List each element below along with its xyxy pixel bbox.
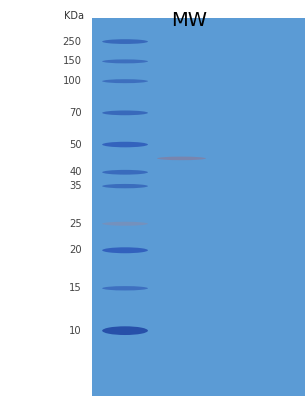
Text: 15: 15 [69,283,82,293]
Ellipse shape [102,170,148,175]
Ellipse shape [102,39,148,44]
Text: 50: 50 [69,139,82,150]
Ellipse shape [102,184,148,188]
Ellipse shape [102,286,148,291]
Text: 70: 70 [69,108,82,118]
Text: 10: 10 [69,326,82,336]
Ellipse shape [157,156,206,160]
Bar [92,18,305,396]
Text: KDa: KDa [64,11,84,21]
Text: 20: 20 [69,245,82,255]
Ellipse shape [102,222,148,226]
Ellipse shape [102,79,148,83]
Ellipse shape [102,142,148,147]
Ellipse shape [102,110,148,115]
Text: MW: MW [171,11,207,30]
Text: 25: 25 [69,219,82,229]
Text: 250: 250 [63,36,82,47]
Text: 40: 40 [69,167,82,177]
Ellipse shape [102,59,148,63]
Text: 100: 100 [63,76,82,86]
Ellipse shape [102,326,148,335]
Ellipse shape [102,247,148,253]
Text: 150: 150 [63,56,82,67]
Text: 35: 35 [69,181,82,191]
